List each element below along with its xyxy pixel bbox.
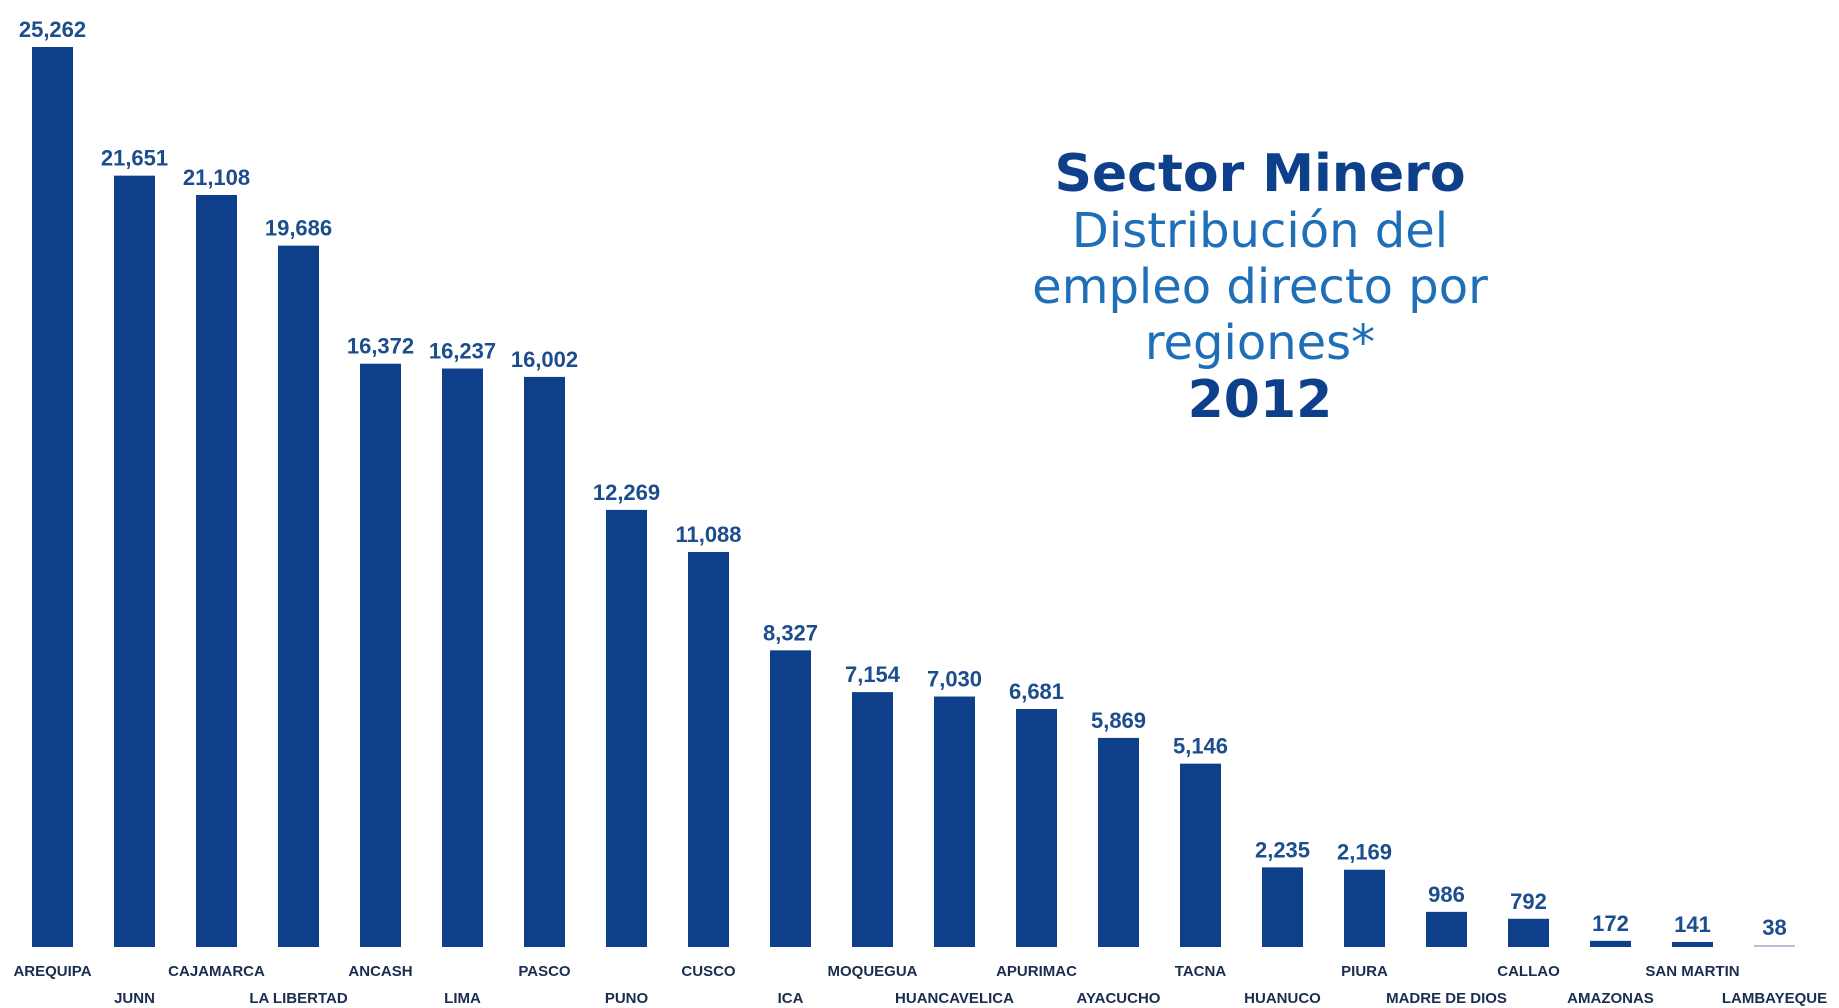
value-label: 12,269 [593,480,660,505]
category-label: SAN MARTIN [1645,963,1739,980]
category-label: PIURA [1341,963,1388,980]
value-labels-group: 25,262 21,651 21,108 19,686 16,372 16,237 16,0… [19,17,1787,940]
category-label: AYACUCHO [1077,990,1161,1007]
bar-lima [442,368,483,947]
category-label: APURIMAC [996,963,1077,980]
bar-moquegua [852,692,893,947]
value-label: 7,030 [927,667,982,692]
category-label: AMAZONAS [1567,990,1654,1007]
bar-callao [1508,918,1549,947]
value-label: 38 [1762,915,1786,940]
value-label: 8,327 [763,620,818,645]
bar-cusco [688,551,729,947]
value-label: 986 [1428,882,1465,907]
value-label: 7,154 [845,662,901,687]
bar-amazonas [1590,940,1631,947]
value-label: 25,262 [19,17,86,42]
value-label: 141 [1674,912,1711,937]
value-label: 6,681 [1009,679,1064,704]
bar-piura [1344,869,1385,947]
chart-title: Sector Minero [1054,144,1466,204]
chart-title-block: Sector Minero Distribución del empleo di… [1030,145,1490,429]
category-label: JUNN [114,990,155,1007]
bar-tacna [1180,763,1221,947]
category-label: LIMA [444,990,481,1007]
bars-group [32,47,1795,948]
value-label: 16,002 [511,347,578,372]
category-label: MOQUEGUA [828,963,918,980]
value-label: 21,651 [101,146,168,171]
bar-junn [114,175,155,947]
chart-subtitle: Distribución del empleo directo por regi… [1032,203,1488,371]
bar-san-martin [1672,941,1713,947]
value-label: 172 [1592,911,1629,936]
chart-year: 2012 [1187,370,1333,430]
category-label: TACNA [1175,963,1227,980]
value-label: 792 [1510,889,1547,914]
bar-ayacucho [1098,737,1139,947]
value-label: 19,686 [265,216,332,241]
bar-cajamarca [196,194,237,947]
value-label: 5,869 [1091,708,1146,733]
category-label: PASCO [518,963,571,980]
category-label: ANCASH [348,963,412,980]
bar-pasco [524,376,565,948]
value-label: 16,372 [347,334,414,359]
bar-ancash [360,363,401,947]
value-label: 2,169 [1337,840,1392,865]
category-label: LAMBAYEQUE [1722,990,1827,1007]
category-label: CUSCO [681,963,736,980]
bar-apurimac [1016,708,1057,947]
value-label: 5,146 [1173,734,1228,759]
category-label: MADRE DE DIOS [1386,990,1507,1007]
value-label: 16,237 [429,339,496,364]
category-label: HUANCAVELICA [895,990,1014,1007]
category-label: CAJAMARCA [168,963,265,980]
category-label: CALLAO [1497,963,1560,980]
bar-lambayeque [1754,945,1795,947]
value-label: 21,108 [183,165,250,190]
bar-madre-de-dios [1426,911,1467,947]
category-label: PUNO [605,990,649,1007]
bar-huancavelica [934,696,975,947]
category-label: AREQUIPA [13,963,91,980]
bar-arequipa [32,47,73,947]
category-label: HUANUCO [1244,990,1321,1007]
bar-ica [770,650,811,947]
category-label: LA LIBERTAD [249,990,347,1007]
bar-huanuco [1262,867,1303,947]
value-label: 2,235 [1255,837,1310,862]
category-label: ICA [778,990,804,1007]
value-label: 11,088 [675,522,741,547]
bar-la-libertad [278,245,319,947]
bar-puno [606,509,647,947]
